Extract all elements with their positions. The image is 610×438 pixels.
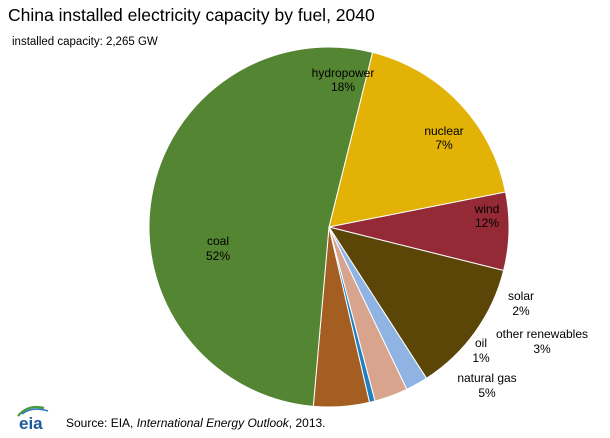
slice-value-hydropower: 18%	[331, 80, 355, 94]
slice-value-wind: 12%	[475, 216, 499, 230]
slice-name-coal: coal	[207, 234, 229, 248]
source-note: Source: EIA, International Energy Outloo…	[66, 416, 326, 430]
chart-subtitle: installed capacity: 2,265 GW	[12, 36, 158, 48]
slice-value-nuclear: 7%	[435, 138, 453, 152]
slice-value-solar: 2%	[512, 304, 530, 318]
logo-text: eia	[19, 414, 43, 433]
slice-name-hydropower: hydropower	[312, 66, 375, 80]
slice-name-nuclear: nuclear	[424, 124, 463, 138]
slice-name-other-renewables: other renewables	[496, 327, 588, 341]
slice-name-wind: wind	[474, 202, 500, 216]
eia-logo: eia	[17, 405, 49, 433]
slice-value-oil: 1%	[472, 351, 490, 365]
slice-name-solar: solar	[508, 289, 534, 303]
slice-value-coal: 52%	[206, 249, 230, 263]
pie-slices	[148, 46, 510, 408]
slice-name-natural-gas: natural gas	[457, 371, 516, 385]
slice-value-natural-gas: 5%	[478, 386, 496, 400]
pie-slice-coal	[148, 46, 374, 407]
slice-value-other-renewables: 3%	[533, 342, 551, 356]
chart-title: China installed electricity capacity by …	[8, 5, 375, 25]
slice-name-oil: oil	[475, 336, 487, 350]
pie-slice-hydropower	[328, 51, 507, 228]
pie-slice-wind	[327, 226, 505, 379]
source-suffix: , 2013.	[288, 416, 326, 430]
source-prefix: Source: EIA,	[66, 416, 137, 430]
source-publication: International Energy Outlook	[136, 416, 289, 430]
